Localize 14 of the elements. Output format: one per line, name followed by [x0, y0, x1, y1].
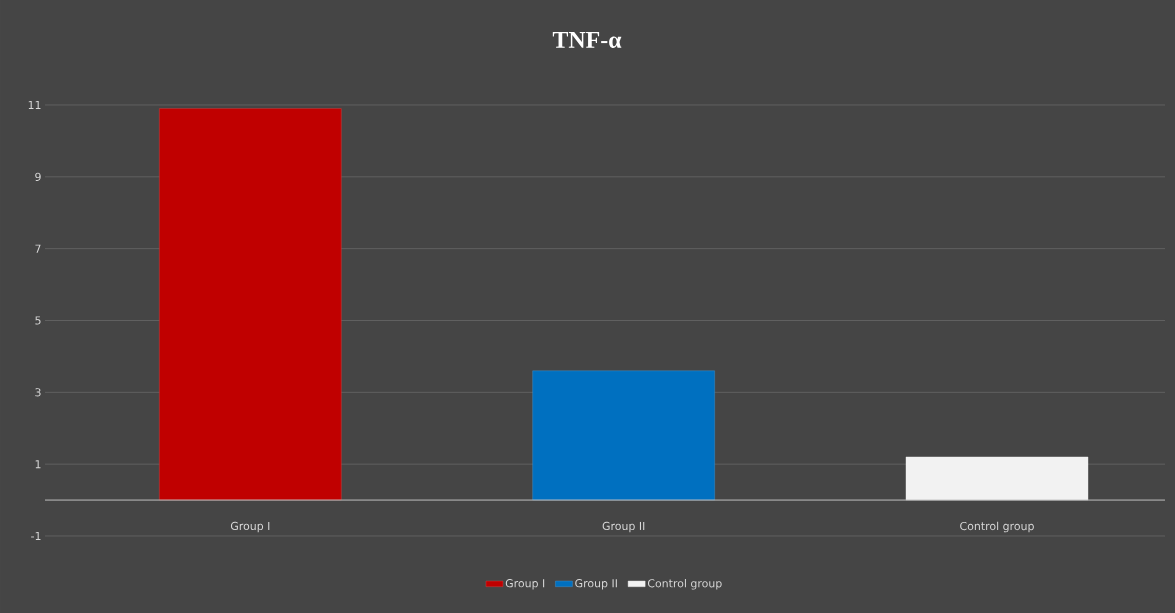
y-tick-label: 1 [35, 460, 41, 469]
x-tick-label: Group I [230, 521, 270, 533]
legend-label: Control group [647, 578, 722, 590]
legend-label: Group II [575, 579, 617, 590]
y-tick-label: 3 [35, 388, 41, 397]
x-tick-label: Group II [602, 521, 645, 533]
y-tick-label: 7 [35, 244, 41, 253]
y-tick-label: 5 [35, 316, 41, 325]
y-tick-label: 9 [35, 172, 41, 181]
chart-title: TNF-α [552, 32, 622, 48]
y-tick-label: 11 [28, 100, 41, 109]
y-tick-label: -1 [31, 532, 41, 540]
legend-label: Group I [505, 579, 545, 590]
x-tick-label: Control group [960, 521, 1034, 533]
